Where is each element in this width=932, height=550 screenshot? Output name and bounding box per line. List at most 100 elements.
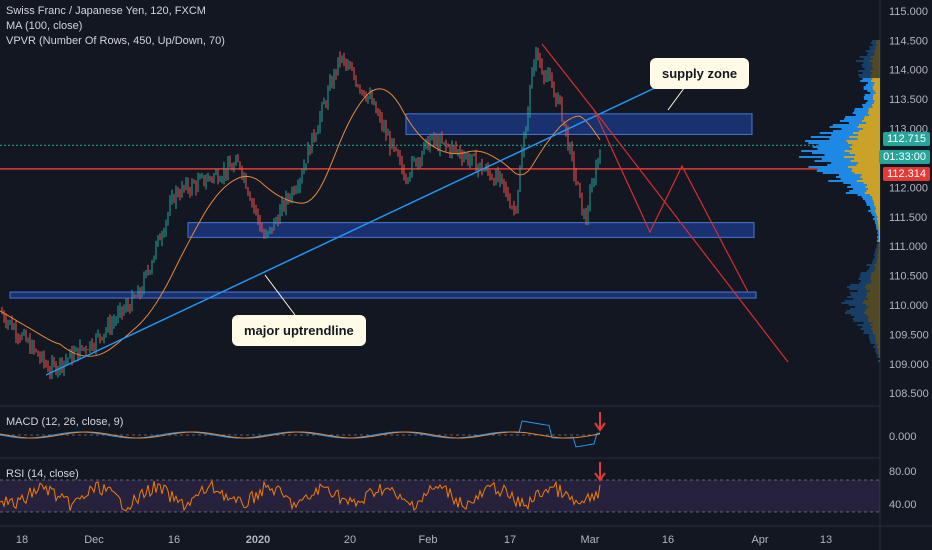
vpvr-bar xyxy=(873,202,880,204)
vpvr-bar xyxy=(866,264,874,266)
vpvr-bar xyxy=(877,360,880,362)
rsi-tick-0: 80.00 xyxy=(889,466,917,478)
vpvr-bar xyxy=(877,250,880,252)
vpvr-bar xyxy=(876,214,880,216)
vpvr-bar xyxy=(867,54,875,56)
vpvr-bar xyxy=(860,176,880,178)
vpvr-bar xyxy=(846,310,865,312)
vpvr-bar xyxy=(846,140,880,142)
vpvr-bar xyxy=(867,52,875,54)
vpvr-bar xyxy=(874,210,880,212)
vpvr-bar xyxy=(877,356,879,358)
vpvr-bar xyxy=(870,74,880,76)
vpvr-bar xyxy=(876,228,879,230)
vpvr-bar xyxy=(812,152,850,154)
symbol-label: Swiss Franc / Japanese Yen, 120, FXCM xyxy=(6,5,206,17)
vpvr-bar xyxy=(808,166,848,168)
vpvr-bar xyxy=(877,258,880,260)
vpvr-bar xyxy=(848,122,866,124)
vpvr-bar xyxy=(851,314,867,316)
vpvr-bar xyxy=(870,92,876,94)
vpvr-bar xyxy=(874,204,880,206)
vpvr-bar xyxy=(875,208,880,210)
vpvr-bar xyxy=(871,64,880,66)
vpvr-bar xyxy=(865,50,874,52)
vpvr-bar xyxy=(801,150,845,152)
price-tick-0: 115.000 xyxy=(889,6,928,18)
vpvr-bar xyxy=(878,226,880,228)
vpvr-bar xyxy=(866,202,874,204)
vpvr-bar xyxy=(853,320,869,322)
vpvr-bar xyxy=(873,50,880,52)
uptrend-line xyxy=(45,77,677,376)
vpvr-bar xyxy=(870,208,876,210)
vpvr-bar xyxy=(846,286,866,288)
vpvr-bar xyxy=(873,94,880,96)
vpvr-bar xyxy=(850,184,867,186)
vpvr-bar xyxy=(870,70,880,72)
vpvr-bar xyxy=(849,292,867,294)
vpvr-bar xyxy=(868,110,880,112)
vpvr-bar xyxy=(875,224,879,226)
vpvr-bar xyxy=(870,276,880,278)
vpvr-bar xyxy=(858,278,871,280)
vpvr-bar xyxy=(852,188,868,190)
vpvr-bar xyxy=(845,116,865,118)
vpvr-bar xyxy=(839,120,862,122)
vpvr-bar xyxy=(872,44,877,46)
supply-zone-callout: supply zone xyxy=(650,58,750,89)
vpvr-bar xyxy=(878,224,880,226)
vpvr-bar xyxy=(833,130,859,132)
vpvr-bar xyxy=(876,244,879,246)
vpvr-bar xyxy=(832,124,859,126)
vpvr-bar xyxy=(871,212,877,214)
vpvr-bar xyxy=(859,274,871,276)
vpvr-bar xyxy=(851,170,880,172)
vpvr-bar xyxy=(861,196,872,198)
time-tick-6: 17 xyxy=(504,534,516,546)
vpvr-bar xyxy=(859,282,871,284)
vpvr-bar xyxy=(877,252,880,254)
vpvr-bar xyxy=(877,236,879,238)
time-tick-5: Feb xyxy=(419,534,438,546)
vpvr-bar xyxy=(853,298,868,300)
vpvr-bar xyxy=(805,140,847,142)
vpvr-bar xyxy=(818,144,853,146)
vpvr-bar xyxy=(876,346,880,348)
vpvr-bar xyxy=(872,96,880,98)
vpvr-bar xyxy=(827,164,857,166)
time-tick-3: 2020 xyxy=(246,534,270,546)
vpvr-bar xyxy=(877,348,880,350)
vpvr-bar xyxy=(838,174,862,176)
vpvr-bar xyxy=(869,46,876,48)
vpvr-bar xyxy=(871,104,880,106)
vpvr-bar xyxy=(866,190,880,192)
time-tick-7: Mar xyxy=(581,534,600,546)
vpvr-bar xyxy=(875,350,878,352)
vpvr-bar xyxy=(875,338,880,340)
vpvr-bar xyxy=(844,312,865,314)
vpvr-bar xyxy=(868,108,880,110)
vpvr-bar xyxy=(863,182,880,184)
vpvr-bar xyxy=(862,78,873,80)
vpvr-bar xyxy=(874,256,878,258)
vpvr-bar xyxy=(872,198,880,200)
macd-tick-0: 0.000 xyxy=(889,431,917,443)
vpvr-bar xyxy=(868,306,880,308)
vpvr-bar xyxy=(876,212,880,214)
vpvr-bar xyxy=(875,222,878,224)
price-tick-1: 114.500 xyxy=(889,35,928,47)
vpvr-bar xyxy=(864,312,880,314)
ma-label: MA (100, close) xyxy=(6,20,83,32)
vpvr-bar xyxy=(852,144,880,146)
macd-signal xyxy=(0,431,601,439)
vpvr-bar xyxy=(872,98,880,100)
vpvr-bar xyxy=(871,280,880,282)
vpvr-bar xyxy=(855,114,870,116)
vpvr-bar xyxy=(874,252,878,254)
vpvr-bar xyxy=(864,310,880,312)
vpvr-bar xyxy=(861,64,872,66)
vpvr-bar xyxy=(877,254,880,256)
vpvr-bar xyxy=(877,230,879,232)
